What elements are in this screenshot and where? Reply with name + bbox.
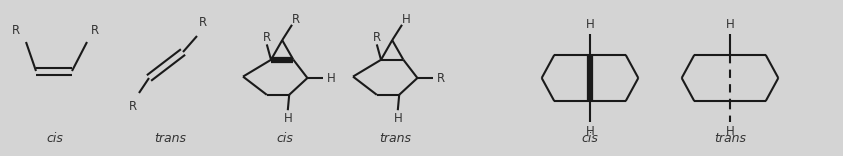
Text: H: H [586, 125, 594, 138]
Text: H: H [402, 13, 411, 26]
Text: H: H [283, 112, 293, 125]
Text: H: H [726, 125, 734, 138]
Text: trans: trans [714, 132, 746, 144]
Text: H: H [726, 18, 734, 31]
Text: cis: cis [46, 132, 63, 144]
Text: R: R [129, 100, 137, 112]
Text: cis: cis [277, 132, 293, 144]
Text: trans: trans [154, 132, 186, 144]
Text: H: H [327, 71, 336, 85]
Text: trans: trans [379, 132, 411, 144]
Text: R: R [12, 24, 20, 37]
Text: R: R [263, 31, 271, 44]
Text: R: R [438, 71, 445, 85]
Text: H: H [394, 112, 402, 125]
Text: R: R [373, 31, 381, 44]
Text: R: R [293, 13, 300, 26]
Text: R: R [199, 17, 207, 29]
Text: cis: cis [582, 132, 599, 144]
Text: R: R [91, 24, 99, 37]
Text: H: H [586, 18, 594, 31]
